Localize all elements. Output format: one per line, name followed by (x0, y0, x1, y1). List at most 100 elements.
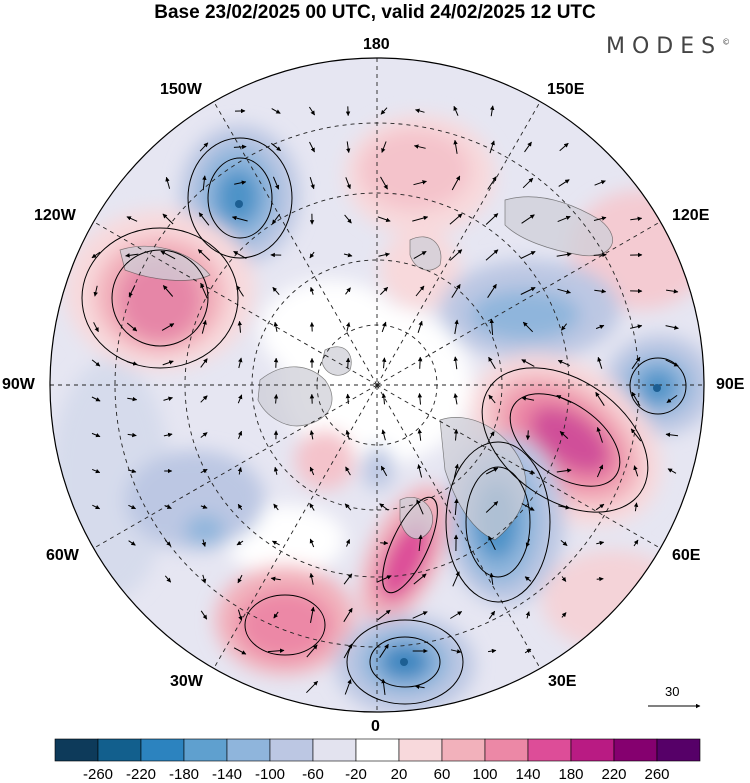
wind-arrow (92, 504, 101, 510)
wind-arrow (309, 466, 315, 476)
wind-arrow (453, 105, 459, 116)
wind-arrow (414, 684, 425, 690)
wind-arrow (163, 432, 173, 438)
wind-vectors (91, 105, 679, 695)
wind-arrow (345, 429, 350, 440)
wind-arrow (557, 288, 571, 294)
wind-arrow (377, 609, 391, 621)
wind-arrow (164, 539, 172, 547)
wind-arrow (381, 357, 387, 369)
wind-arrow (633, 465, 639, 477)
wind-arrow (413, 250, 427, 260)
wind-arrow (200, 283, 208, 299)
wind-arrow (488, 610, 496, 620)
wind-arrow (381, 429, 386, 441)
wind-arrow (92, 468, 101, 474)
wind-arrow (93, 322, 99, 333)
wind-arrow (595, 503, 605, 511)
colorbar-swatch (570, 738, 615, 762)
wind-arrow (630, 324, 643, 329)
colorbar-swatch (183, 738, 228, 762)
map-border (49, 57, 705, 713)
wind-arrow (309, 141, 315, 153)
colorbar-tick-label: -140 (211, 766, 243, 783)
wind-arrow (344, 503, 352, 511)
wind-arrow (595, 391, 605, 406)
wind-arrow (378, 252, 390, 257)
wind-arrow (597, 356, 603, 369)
wind-arrow (561, 612, 567, 618)
wind-arrow (449, 213, 463, 225)
wind-arrow (525, 611, 531, 619)
wind-arrow (452, 571, 460, 587)
wind-arrow (309, 430, 315, 440)
wind-arrow (236, 540, 244, 546)
wind-arrow (273, 321, 279, 332)
wind-arrow (379, 643, 389, 658)
wind-arrow (164, 504, 172, 509)
wind-arrow (200, 358, 208, 368)
colorbar-swatch (312, 738, 357, 762)
wind-arrow (489, 318, 494, 336)
wind-arrow (596, 576, 604, 582)
wind-arrow (485, 501, 499, 513)
wind-arrow (126, 216, 138, 222)
wind-arrow (418, 534, 423, 552)
wind-arrow (380, 107, 388, 115)
wind-arrow (233, 144, 247, 150)
wind-arrow (593, 252, 607, 258)
wind-arrow (201, 574, 207, 584)
wind-arrow (309, 286, 315, 295)
wind-arrow (488, 394, 496, 404)
wind-arrow (417, 464, 423, 478)
wind-arrow (521, 396, 535, 401)
wind-arrow (267, 648, 285, 653)
lon-label-0: 0 (371, 718, 380, 735)
wind-arrow (345, 393, 351, 404)
wind-arrow (665, 432, 679, 438)
wind-arrow (665, 359, 679, 367)
lon-label-60w: 60W (46, 547, 79, 564)
wind-arrow (449, 249, 463, 261)
wind-arrow (489, 105, 495, 117)
wind-arrow (379, 503, 389, 511)
colorbar-tick-label: -180 (168, 766, 200, 783)
wind-arrow (488, 648, 497, 654)
wind-arrow (127, 396, 138, 402)
wind-arrow (524, 141, 532, 153)
wind-arrow (273, 611, 279, 619)
wind-arrow (417, 392, 423, 405)
wind-arrow (200, 504, 208, 509)
wind-arrow (270, 576, 281, 582)
lon-label-30w: 30W (170, 673, 203, 690)
colorbar-swatch (54, 738, 99, 762)
wind-arrow (488, 356, 496, 370)
wind-arrow (306, 680, 318, 694)
colorbar-tick-label: 260 (644, 766, 670, 783)
brand-logo: MODES© (606, 34, 731, 59)
wind-arrow (556, 468, 572, 473)
wind-arrow (415, 108, 425, 113)
wind-arrow (417, 356, 423, 369)
wind-arrow (633, 539, 639, 547)
colorbar-tick-label: 180 (558, 766, 584, 783)
wind-arrow (561, 576, 567, 582)
wind-arrow (91, 251, 101, 259)
wind-arrow (343, 607, 353, 623)
lon-label-120e: 120E (672, 207, 710, 224)
wind-arrow (345, 357, 351, 368)
colorbar-swatch (97, 738, 142, 762)
colorbar-tick-label: -100 (254, 766, 286, 783)
wind-arrow (525, 430, 531, 441)
wind-arrow (270, 142, 282, 152)
wind-arrow (380, 465, 388, 477)
wind-arrow (594, 180, 606, 186)
wind-arrow (559, 142, 569, 152)
lon-label-180: 180 (363, 36, 390, 53)
lon-label-90w: 90W (2, 376, 35, 393)
wind-arrow (310, 606, 315, 623)
wind-arrow (558, 179, 570, 187)
wind-arrow (91, 359, 101, 367)
wind-arrow (450, 611, 463, 619)
